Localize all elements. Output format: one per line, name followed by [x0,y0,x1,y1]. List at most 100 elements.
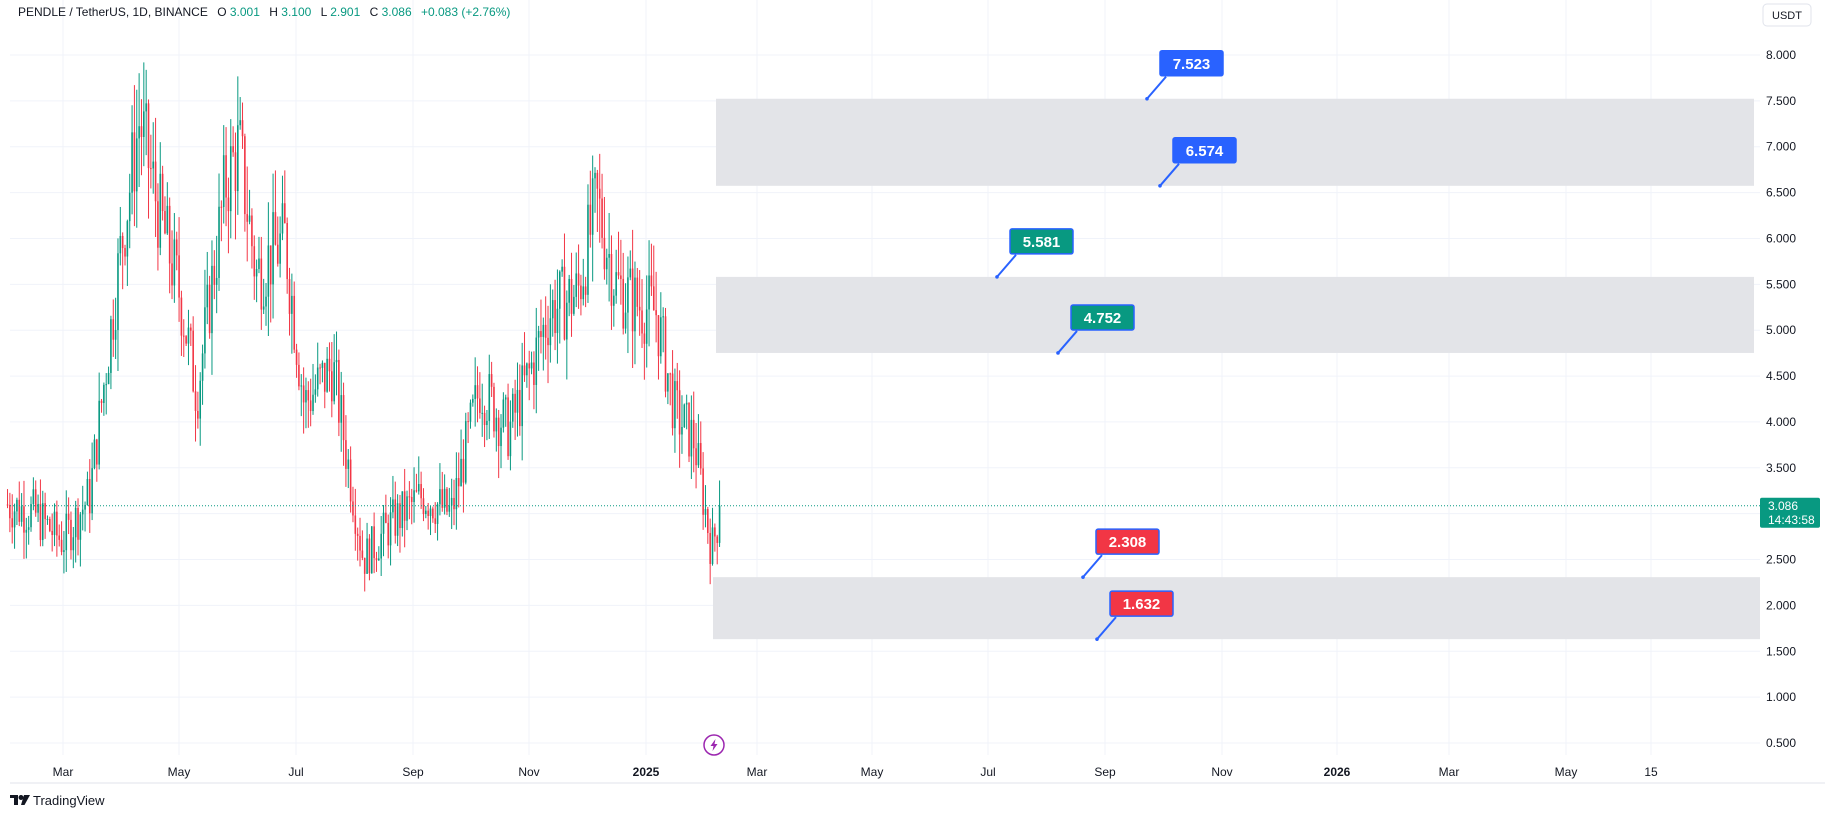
candle-body-3 [13,511,16,528]
x-tick-label: Jul [980,765,995,779]
candle-body-182 [434,518,437,524]
candle-body-87 [211,265,213,334]
y-tick-label: 4.000 [1766,415,1796,429]
level-tag-1.632[interactable]: 1.632 [1095,590,1174,641]
candle-body-149 [356,533,359,536]
candle-body-194 [462,458,465,483]
candle-body-264 [627,277,629,313]
x-tick-label: May [861,765,884,779]
candle-body-113 [272,212,274,285]
level-tags[interactable]: 7.523 6.574 5.581 4.752 2.308 1.632 [995,50,1237,641]
candle-body-291 [690,419,693,457]
candle-body-39 [98,400,100,465]
candle-body-250 [594,172,596,179]
candle-body-133 [319,367,321,369]
candle-body-198 [472,398,474,403]
candle-body-186 [443,488,446,508]
candle-body-280 [664,316,667,392]
candle-body-54 [133,132,136,192]
candle-body-273 [648,275,650,310]
candle-body-33 [84,504,86,510]
candle-body-130 [312,394,314,412]
level-tag-6.574[interactable]: 6.574 [1158,137,1237,188]
candle-body-259 [615,272,617,296]
open-value: 3.001 [230,5,260,19]
candle-body-302 [716,536,719,543]
level-tag-5.581[interactable]: 5.581 [995,228,1074,279]
candle-body-50 [124,248,126,257]
candle-body-0 [6,504,9,506]
candle-body-114 [274,212,277,245]
candle-body-68 [166,205,169,234]
candle-body-79 [192,330,194,392]
candle-body-285 [676,381,679,391]
level-tag-2.308[interactable]: 2.308 [1081,528,1160,579]
level-tag-4.752[interactable]: 4.752 [1056,304,1135,355]
candle-body-290 [688,402,690,457]
candle-body-85 [206,284,209,308]
candle-body-17 [46,518,49,520]
candle-body-226 [537,331,540,338]
candle-body-74 [180,297,183,336]
candle-body-82 [199,380,202,419]
candle-body-63 [154,161,157,202]
candle-body-27 [70,519,72,551]
open-label: O [217,5,226,19]
candle-body-71 [173,239,176,286]
lightning-icon[interactable] [703,734,725,756]
candle-body-128 [307,390,310,401]
candle-body-95 [229,146,232,212]
currency-button[interactable]: USDT [1762,3,1812,27]
zone-lower [713,577,1760,640]
candle-body-43 [107,372,110,385]
candle-body-13 [37,503,39,513]
candle-body-105 [253,246,256,277]
candle-body-65 [159,173,162,248]
tradingview-logo[interactable]: TradingView [10,793,105,808]
y-tick-label: 6.500 [1766,186,1796,200]
candle-body-206 [490,374,493,387]
candle-body-223 [530,362,533,369]
candle-body-57 [140,126,143,138]
candle-body-31 [79,514,82,540]
candle-body-136 [326,358,328,392]
candle-body-303 [718,505,721,543]
y-tick-label: 6.000 [1766,231,1796,245]
candle-body-140 [335,359,338,363]
candle-body-80 [194,391,197,411]
candle-body-208 [495,417,498,432]
candle-body-200 [476,385,479,399]
candle-body-201 [479,398,481,413]
candle-body-124 [298,364,300,387]
x-tick-label: Mar [53,765,74,779]
candle-body-221 [526,363,528,376]
candle-body-60 [147,103,150,169]
candle-body-165 [394,499,397,536]
candle-body-204 [486,420,488,426]
candle-body-229 [544,324,547,338]
candle-body-108 [260,258,263,310]
candle-body-145 [347,459,350,469]
candle-body-153 [366,538,368,574]
tag-value: 5.581 [1023,234,1061,251]
tag-value: 7.523 [1173,56,1211,73]
candle-body-34 [86,478,89,505]
candle-body-241 [573,296,575,314]
candle-body-297 [704,509,707,515]
candle-body-275 [652,286,655,311]
candle-body-146 [349,459,352,502]
y-tick-label: 3.500 [1766,461,1796,475]
y-tick-label: 8.000 [1766,48,1796,62]
tag-box [1159,50,1224,77]
candle-body-103 [248,215,251,222]
candle-body-176 [420,484,422,499]
candle-body-55 [135,138,138,192]
candle-body-245 [582,286,585,300]
candles [6,62,721,592]
level-tag-7.523[interactable]: 7.523 [1145,50,1224,101]
candle-body-125 [300,385,303,387]
candle-body-274 [650,275,653,287]
candle-body-16 [44,503,46,520]
